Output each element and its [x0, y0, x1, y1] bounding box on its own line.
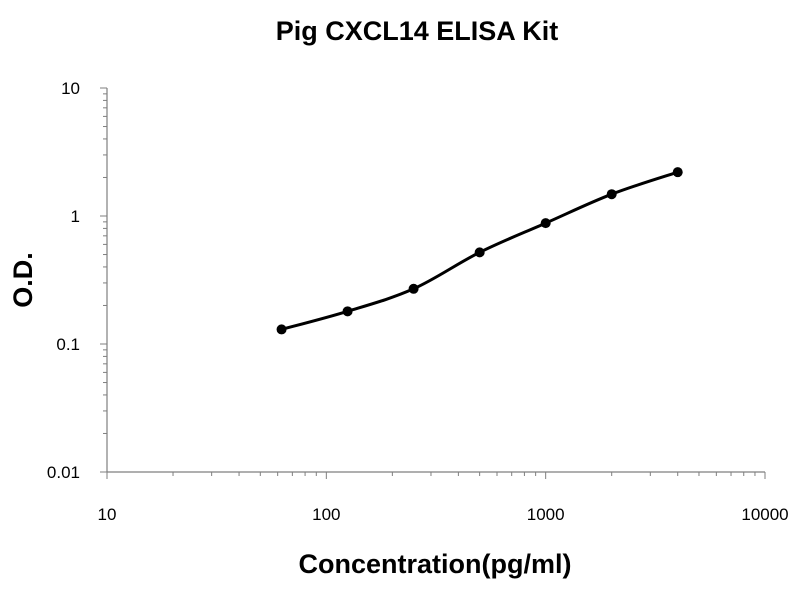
data-point	[276, 324, 287, 335]
y-axis-label: O.D.	[8, 252, 38, 308]
x-tick-label: 100	[312, 505, 340, 524]
axes: 10 100 1000 10000 0.01 0.1 1 10	[47, 79, 789, 524]
x-tick-label: 10	[98, 505, 117, 524]
y-tick-label: 1	[71, 207, 80, 226]
y-tick-label: 0.01	[47, 463, 80, 482]
x-tick-label: 1000	[527, 505, 565, 524]
data-point	[408, 283, 419, 294]
y-tick-label: 0.1	[56, 335, 80, 354]
chart-title: Pig CXCL14 ELISA Kit	[276, 16, 559, 46]
x-axis-label: Concentration(pg/ml)	[299, 549, 572, 579]
data-point	[342, 306, 353, 317]
data-point	[474, 247, 485, 258]
data-point	[540, 218, 551, 229]
data-point	[672, 167, 683, 178]
y-tick-label: 10	[61, 79, 80, 98]
plot-area	[276, 167, 683, 335]
data-point	[606, 189, 617, 200]
x-tick-label: 10000	[741, 505, 788, 524]
